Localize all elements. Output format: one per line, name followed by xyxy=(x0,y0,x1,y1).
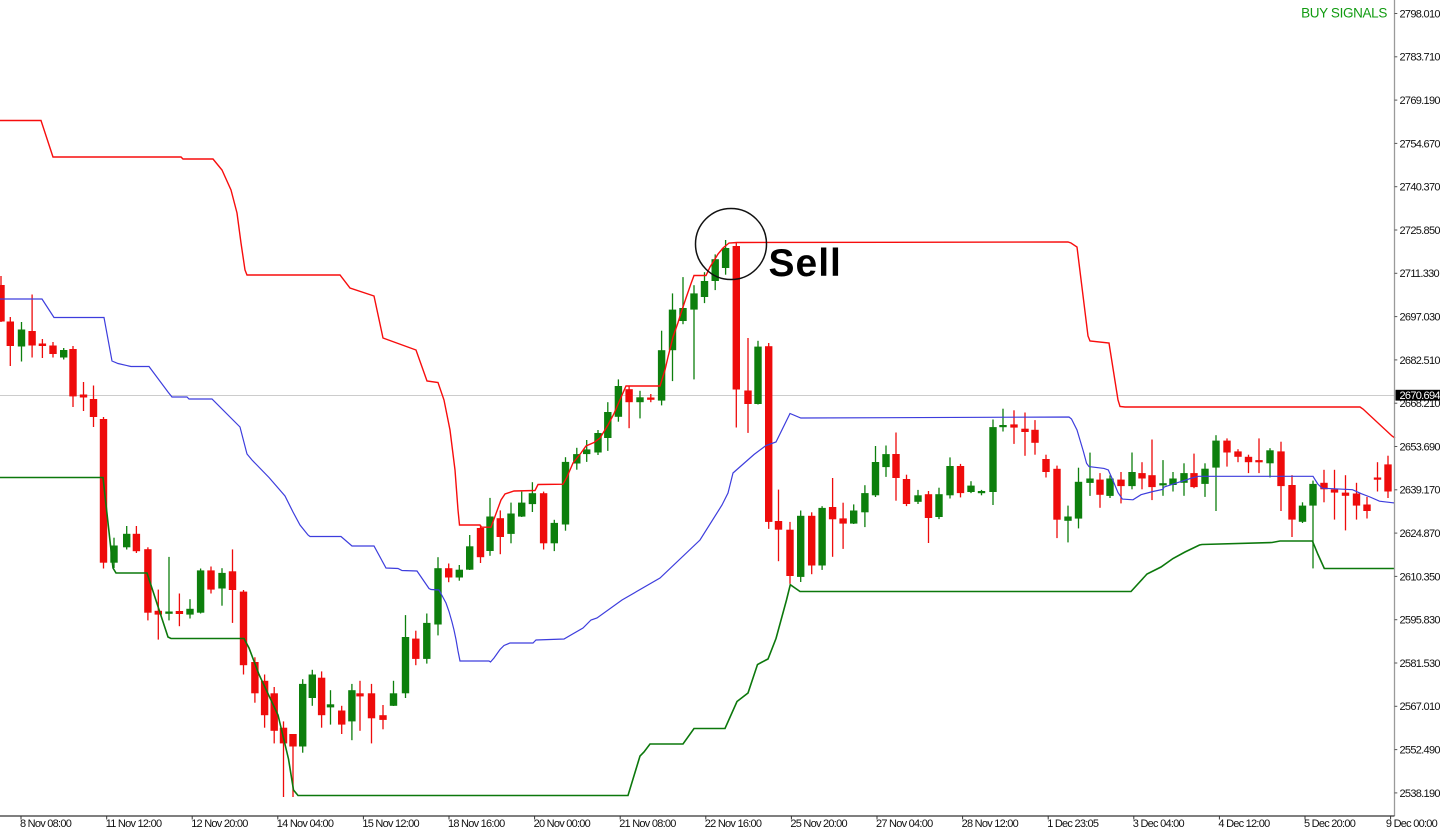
svg-text:2567.010: 2567.010 xyxy=(1400,701,1440,713)
svg-text:27 Nov 04:00: 27 Nov 04:00 xyxy=(876,818,933,830)
svg-text:BUY SIGNALS: BUY SIGNALS xyxy=(1301,6,1387,21)
svg-text:15 Nov 12:00: 15 Nov 12:00 xyxy=(362,818,419,830)
svg-text:20 Nov 00:00: 20 Nov 00:00 xyxy=(534,818,591,830)
svg-text:2670.694: 2670.694 xyxy=(1400,390,1440,402)
svg-text:3 Dec 04:00: 3 Dec 04:00 xyxy=(1133,818,1185,830)
svg-text:2798.010: 2798.010 xyxy=(1400,8,1440,20)
svg-text:2754.670: 2754.670 xyxy=(1400,138,1440,150)
svg-text:2725.850: 2725.850 xyxy=(1400,225,1440,237)
svg-text:2538.190: 2538.190 xyxy=(1400,788,1440,800)
svg-text:2783.710: 2783.710 xyxy=(1400,52,1440,64)
svg-text:2697.030: 2697.030 xyxy=(1400,312,1440,324)
svg-text:8 Nov 08:00: 8 Nov 08:00 xyxy=(20,818,72,830)
svg-text:2610.350: 2610.350 xyxy=(1400,571,1440,583)
svg-text:5 Dec 20:00: 5 Dec 20:00 xyxy=(1304,818,1356,830)
svg-text:2552.490: 2552.490 xyxy=(1400,745,1440,757)
svg-text:11 Nov 12:00: 11 Nov 12:00 xyxy=(106,818,162,830)
svg-text:2668.210: 2668.210 xyxy=(1400,398,1440,410)
svg-text:2639.170: 2639.170 xyxy=(1400,485,1440,497)
svg-text:12 Nov 20:00: 12 Nov 20:00 xyxy=(191,818,248,830)
svg-text:14 Nov 04:00: 14 Nov 04:00 xyxy=(277,818,334,830)
svg-text:9 Dec 00:00: 9 Dec 00:00 xyxy=(1386,818,1438,830)
svg-text:2595.830: 2595.830 xyxy=(1400,615,1440,627)
svg-text:18 Nov 16:00: 18 Nov 16:00 xyxy=(448,818,505,830)
svg-text:22 Nov 16:00: 22 Nov 16:00 xyxy=(705,818,762,830)
svg-text:2711.330: 2711.330 xyxy=(1400,268,1440,280)
svg-text:28 Nov 12:00: 28 Nov 12:00 xyxy=(962,818,1019,830)
svg-text:2769.190: 2769.190 xyxy=(1400,95,1440,107)
svg-text:2682.510: 2682.510 xyxy=(1400,355,1440,367)
svg-text:1 Dec 23:05: 1 Dec 23:05 xyxy=(1047,818,1099,830)
svg-text:4 Dec 12:00: 4 Dec 12:00 xyxy=(1218,818,1270,830)
svg-text:2740.370: 2740.370 xyxy=(1400,182,1440,194)
svg-text:Sell: Sell xyxy=(769,242,842,285)
svg-text:2581.530: 2581.530 xyxy=(1400,658,1440,670)
svg-text:2653.690: 2653.690 xyxy=(1400,441,1440,453)
svg-text:25 Nov 20:00: 25 Nov 20:00 xyxy=(790,818,847,830)
svg-text:2624.870: 2624.870 xyxy=(1400,528,1440,540)
svg-text:21 Nov 08:00: 21 Nov 08:00 xyxy=(619,818,676,830)
